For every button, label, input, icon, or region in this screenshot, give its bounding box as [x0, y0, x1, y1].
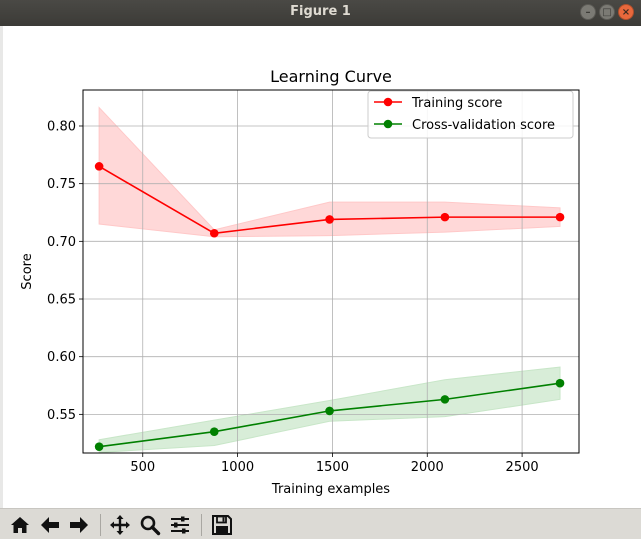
data-point: [209, 427, 219, 436]
data-point: [440, 212, 450, 222]
y-tick-label: 0.75: [47, 177, 76, 192]
legend-marker-0: [383, 97, 393, 107]
confidence-band-0: [98, 106, 561, 238]
data-point: [555, 212, 565, 222]
y-tick-label: 0.65: [47, 293, 76, 308]
data-point: [555, 378, 565, 388]
back-button[interactable]: [37, 512, 62, 537]
data-point: [440, 395, 450, 404]
maximize-icon: □: [602, 7, 612, 18]
close-button[interactable]: ×: [618, 4, 634, 20]
y-tick-label: 0.60: [47, 350, 76, 365]
x-tick-label: 2000: [411, 460, 444, 475]
legend-marker-1: [383, 119, 393, 129]
save-button[interactable]: [209, 512, 234, 537]
data-point: [325, 406, 334, 416]
arrow-right-icon: [69, 516, 88, 533]
legend-box: [367, 90, 574, 139]
x-tick-label: 1500: [316, 460, 349, 475]
minimize-icon: –: [585, 7, 591, 18]
minimize-button[interactable]: –: [580, 4, 596, 20]
move-icon: [109, 514, 130, 535]
legend: Training score Cross-validation score: [367, 90, 574, 139]
y-tick-label: 0.55: [47, 408, 76, 423]
data-point: [325, 215, 334, 224]
toolbar-separator: [201, 514, 202, 536]
configure-subplots-button[interactable]: [167, 512, 192, 537]
axes-frame: [82, 89, 580, 454]
arrow-left-icon: [40, 516, 59, 533]
window-titlebar: Figure 1 – □ ×: [0, 0, 641, 26]
floppy-disk-icon: [211, 514, 232, 535]
sliders-icon: [170, 516, 189, 533]
zoom-button[interactable]: [137, 512, 162, 537]
x-tick-label: 2500: [506, 460, 539, 475]
maximize-button[interactable]: □: [599, 4, 615, 20]
x-axis-label: Training examples: [271, 482, 390, 497]
toolbar-separator: [100, 514, 101, 536]
legend-label-1: Cross-validation score: [412, 118, 555, 133]
forward-button[interactable]: [66, 512, 91, 537]
data-point: [209, 228, 219, 238]
home-icon: [10, 516, 29, 533]
home-button[interactable]: [7, 512, 32, 537]
y-tick-label: 0.70: [47, 235, 76, 250]
chart-title: Learning Curve: [270, 67, 392, 86]
x-tick-label: 1000: [221, 460, 254, 475]
y-axis-label: Score: [20, 253, 35, 289]
window-left-edge: [0, 26, 3, 508]
y-tick-label: 0.80: [47, 119, 76, 134]
navigation-toolbar: [0, 508, 641, 539]
figure-canvas: 500 1000 1500 2000 2500 0.55 0.60 0.65 0.70 0.75…: [3, 26, 641, 512]
learning-curve-chart: 500 1000 1500 2000 2500 0.55 0.60 0.65 0.70 0.75…: [20, 67, 580, 497]
window-title: Figure 1: [290, 4, 351, 19]
magnifier-icon: [140, 515, 160, 535]
legend-label-0: Training score: [411, 96, 502, 111]
data-point: [94, 442, 104, 451]
close-icon: ×: [621, 7, 631, 18]
x-tick-label: 500: [130, 460, 155, 475]
pan-button[interactable]: [107, 512, 132, 537]
data-point: [94, 162, 104, 171]
